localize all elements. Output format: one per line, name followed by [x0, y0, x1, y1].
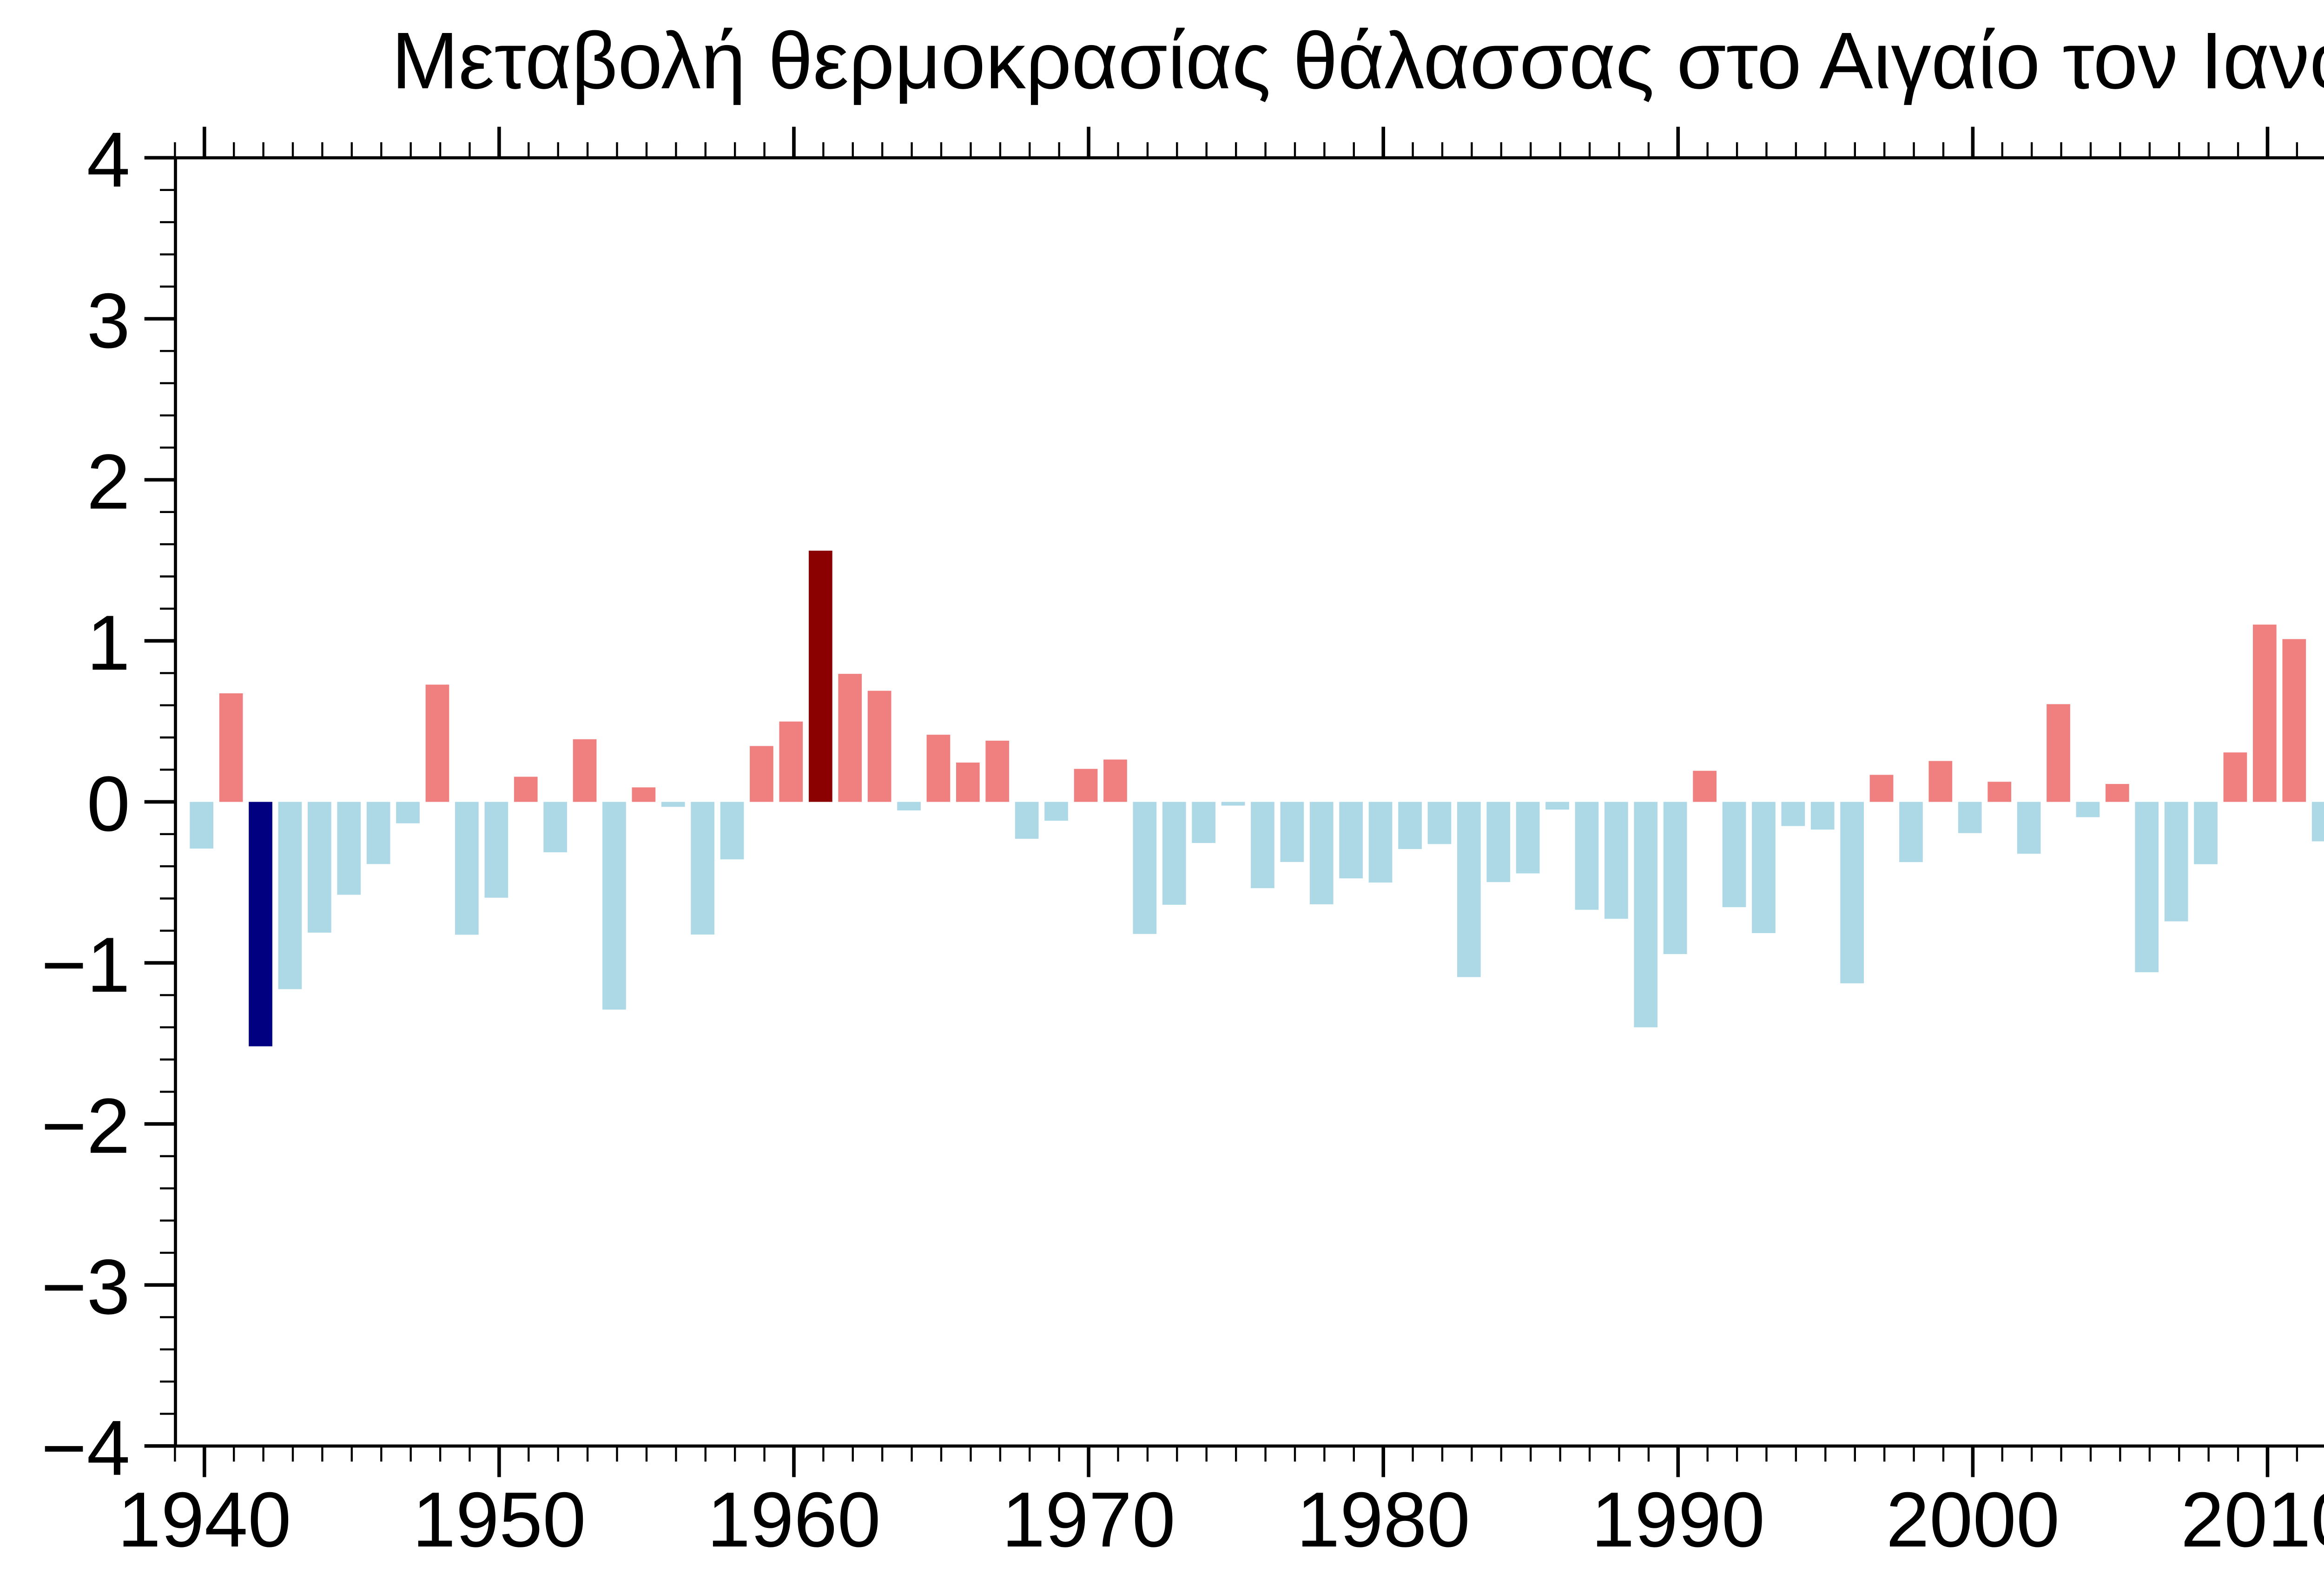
svg-text:1950: 1950 [412, 1476, 586, 1563]
svg-text:1980: 1980 [1296, 1476, 1470, 1563]
svg-text:4: 4 [87, 116, 130, 204]
svg-text:−4: −4 [41, 1404, 130, 1492]
svg-text:1940: 1940 [118, 1476, 291, 1563]
svg-text:Μεταβολή θερμοκρασίας θάλασσας: Μεταβολή θερμοκρασίας θάλασσας στο Αιγαί… [391, 15, 2324, 105]
svg-text:2010: 2010 [2181, 1476, 2324, 1563]
svg-text:0: 0 [87, 760, 130, 848]
svg-text:1: 1 [87, 599, 130, 686]
svg-text:2: 2 [87, 438, 130, 526]
svg-text:1960: 1960 [707, 1476, 881, 1563]
svg-text:−1: −1 [41, 921, 130, 1008]
svg-text:1970: 1970 [1002, 1476, 1175, 1563]
svg-text:−2: −2 [41, 1082, 130, 1170]
svg-text:3: 3 [87, 277, 130, 364]
svg-text:−3: −3 [41, 1243, 130, 1330]
svg-text:1990: 1990 [1591, 1476, 1765, 1563]
svg-text:2000: 2000 [1886, 1476, 2060, 1563]
